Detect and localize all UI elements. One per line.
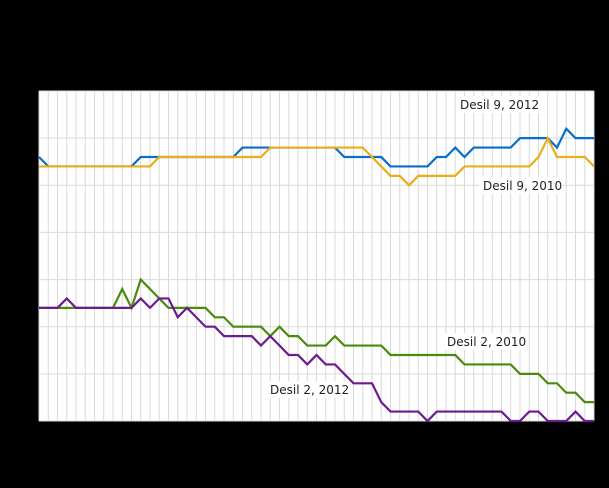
label-desil-9-2010-text: Desil 9, 2010 — [483, 179, 562, 193]
vertical-gridlines — [38, 91, 595, 421]
label-desil-2-2012: Desil 2, 2012 — [266, 381, 350, 398]
series-lines — [38, 126, 595, 423]
label-desil-9-2012-text: Desil 9, 2012 — [460, 98, 539, 112]
label-desil-9-2012: Desil 9, 2012 — [456, 96, 540, 113]
series-desil-9-2010 — [39, 135, 595, 187]
label-desil-2-2010-text: Desil 2, 2010 — [447, 335, 526, 349]
label-desil-2-2012-text: Desil 2, 2012 — [270, 383, 349, 397]
label-desil-9-2010: Desil 9, 2010 — [479, 177, 563, 194]
horizontal-gridlines — [39, 90, 594, 422]
label-desil-2-2010: Desil 2, 2010 — [443, 333, 527, 350]
series-desil-2-2012 — [39, 296, 594, 423]
